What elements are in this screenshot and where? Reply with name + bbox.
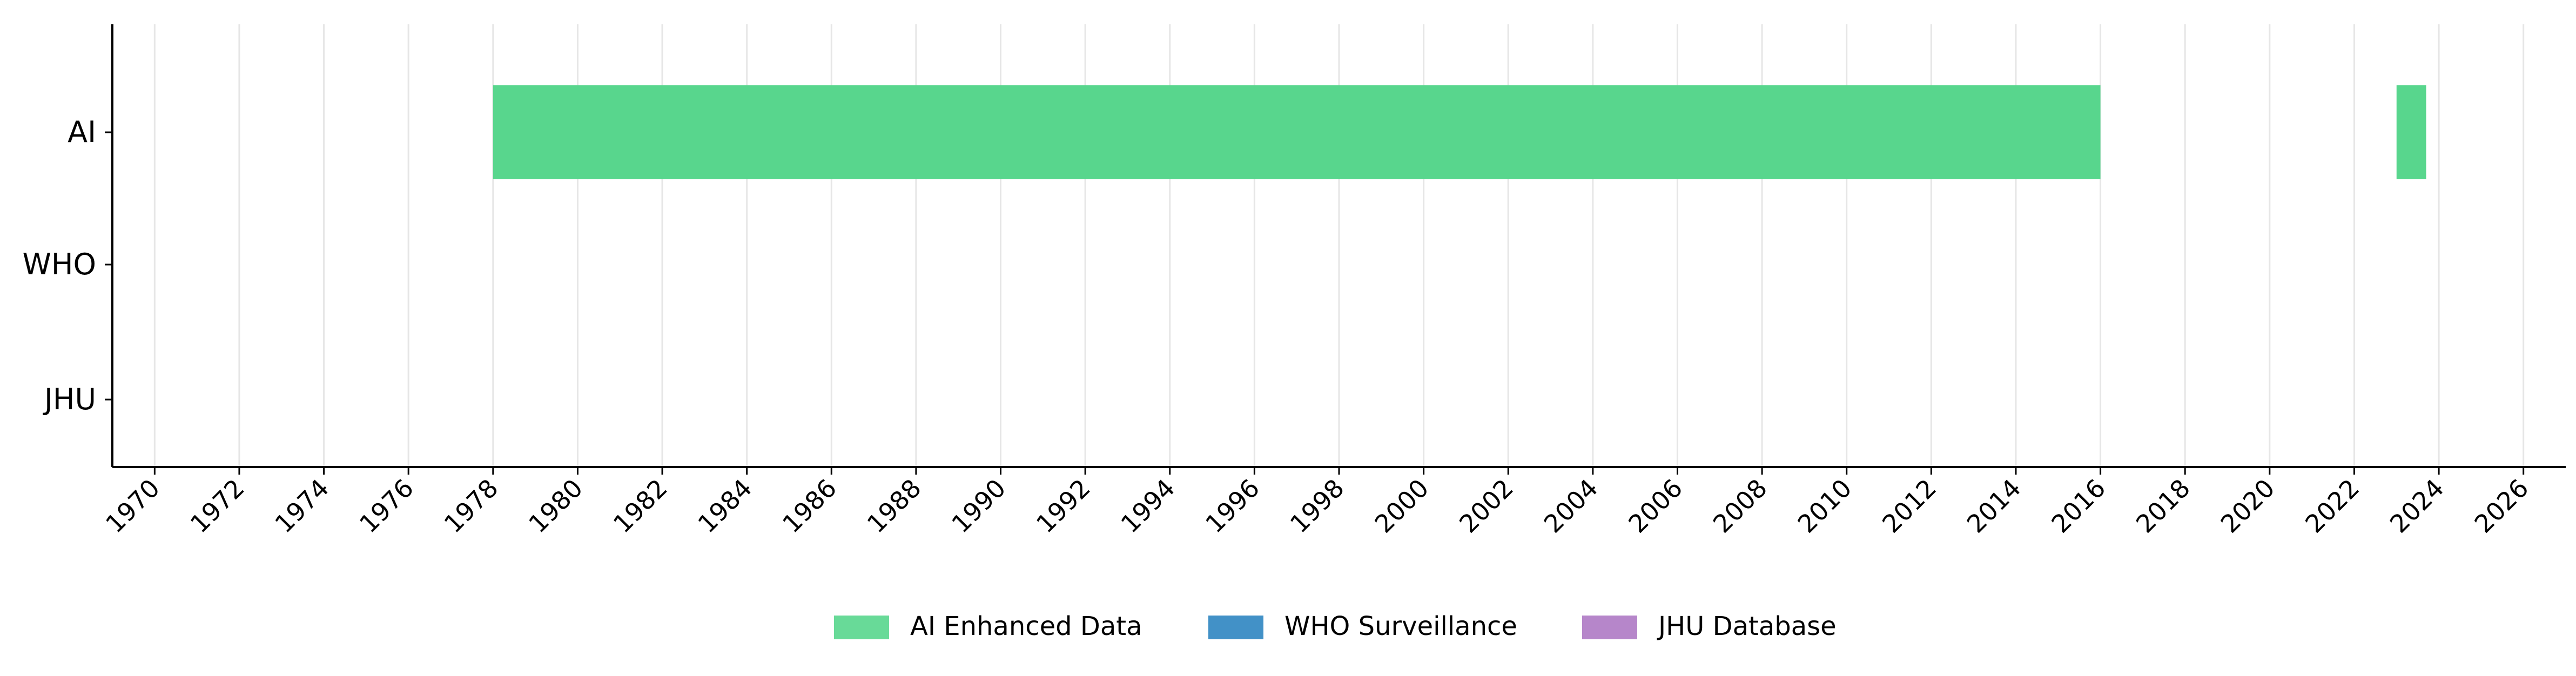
y-tick-labels: AI WHO JHU (22, 115, 96, 416)
x-tick-label: 2014 (1961, 474, 2027, 539)
x-tick-label: 2024 (2384, 474, 2450, 539)
x-tick-label: 1980 (523, 474, 588, 539)
x-tick-label: 1970 (100, 474, 165, 539)
y-tick-label-ai: AI (68, 115, 96, 149)
x-tick-label: 2004 (1538, 474, 1604, 539)
x-tick-label: 1974 (269, 474, 334, 539)
x-tick-label: 1982 (608, 474, 673, 539)
x-tick-label: 1992 (1031, 474, 1096, 539)
x-tick-label: 2018 (2130, 474, 2196, 539)
x-tick-label: 2020 (2215, 474, 2281, 539)
bars (493, 85, 2426, 179)
x-tick-label: 2026 (2469, 474, 2534, 539)
legend-swatch (1208, 616, 1263, 639)
x-tick-label: 1996 (1200, 474, 1265, 539)
x-tick-label: 1976 (354, 474, 419, 539)
x-tick-label: 1988 (862, 474, 927, 539)
x-tick-label: 1994 (1115, 474, 1181, 539)
y-tick-label-jhu: JHU (43, 382, 96, 416)
legend-label: WHO Surveillance (1284, 611, 1517, 641)
legend-label: JHU Database (1657, 611, 1837, 641)
x-tick-label: 2008 (1707, 474, 1773, 539)
x-tick-labels: 1970 1972 1974 1976 1978 1980 1982 1984 1986 1988… (100, 474, 2534, 539)
y-tick-label-who: WHO (22, 247, 96, 281)
x-tick-label: 1972 (185, 474, 250, 539)
x-tick-label: 1984 (692, 474, 757, 539)
x-tick-label: 2002 (1454, 474, 1519, 539)
x-tick-label: 2006 (1623, 474, 1688, 539)
x-tick-label: 2010 (1792, 474, 1858, 539)
x-tick-label: 2000 (1369, 474, 1434, 539)
axes (105, 24, 2566, 475)
x-tick-label: 1998 (1284, 474, 1350, 539)
legend-swatch (834, 616, 889, 639)
x-tick-label: 2012 (1876, 474, 1942, 539)
bar-ai (2396, 85, 2426, 179)
legend-swatch (1582, 616, 1637, 639)
x-tick-label: 2022 (2299, 474, 2365, 539)
x-tick-label: 2016 (2046, 474, 2111, 539)
x-tick-label: 1990 (946, 474, 1011, 539)
legend-label: AI Enhanced Data (910, 611, 1142, 641)
x-tick-label: 1986 (777, 474, 842, 539)
legend: AI Enhanced Data WHO Surveillance JHU Data… (834, 611, 1837, 641)
bar-ai (493, 85, 2101, 179)
x-tick-label: 1978 (439, 474, 504, 539)
